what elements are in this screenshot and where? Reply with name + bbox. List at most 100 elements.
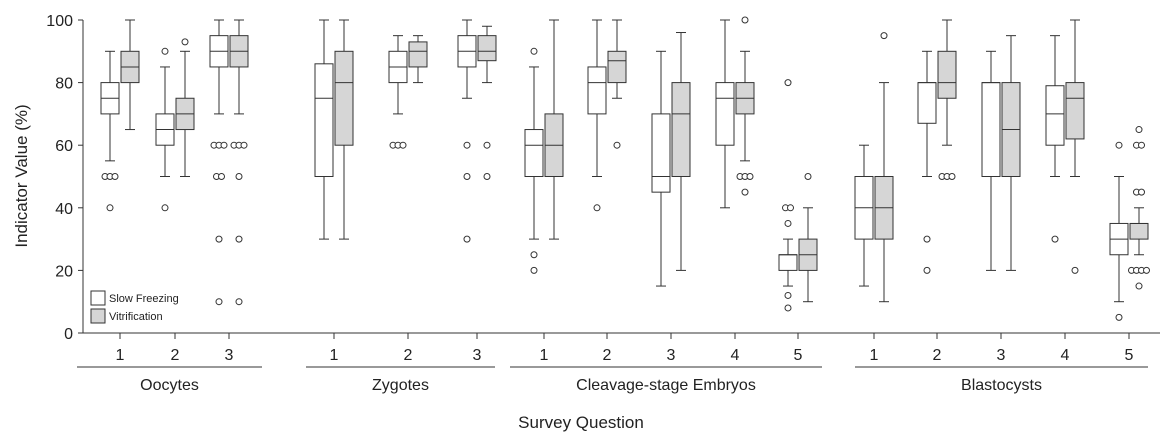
box-slow-freezing bbox=[209, 19, 229, 306]
outlier-point bbox=[1135, 282, 1143, 290]
outlier-point bbox=[613, 141, 621, 149]
outlier-point bbox=[1051, 235, 1059, 243]
x-tick-label: 4 bbox=[1061, 347, 1070, 364]
iqr-box bbox=[651, 113, 671, 193]
outlier-point bbox=[923, 235, 931, 243]
box-vitrification bbox=[735, 16, 755, 196]
x-tick-label: 2 bbox=[404, 347, 413, 364]
outlier-point bbox=[240, 141, 248, 149]
outlier-point bbox=[161, 47, 169, 55]
box-vitrification bbox=[229, 19, 249, 306]
outlier-point bbox=[181, 38, 189, 46]
iqr-box bbox=[524, 129, 544, 178]
x-tick-label: 2 bbox=[603, 347, 612, 364]
outlier-point bbox=[784, 304, 792, 312]
x-tick-label: 1 bbox=[116, 347, 125, 364]
outlier-point bbox=[746, 173, 754, 180]
x-tick-label: 3 bbox=[473, 347, 482, 364]
outlier-point bbox=[784, 291, 792, 299]
y-axis: 0 20 40 60 80 100 bbox=[46, 13, 84, 343]
iqr-box bbox=[917, 82, 937, 124]
box-vitrification bbox=[408, 35, 428, 84]
outlier-point bbox=[948, 173, 956, 180]
outlier-point bbox=[923, 266, 931, 274]
x-tick-label: 3 bbox=[997, 347, 1006, 364]
outlier-point bbox=[1115, 313, 1123, 321]
box-slow-freezing bbox=[155, 47, 175, 212]
outlier-point bbox=[1071, 266, 1079, 274]
box-vitrification bbox=[1065, 19, 1085, 274]
y-axis-label: Indicator Value (%) bbox=[12, 104, 31, 247]
iqr-box bbox=[408, 41, 428, 68]
box-vitrification bbox=[334, 19, 354, 240]
y-tick-label: 40 bbox=[55, 201, 73, 218]
legend: Slow Freezing Vitrification bbox=[90, 290, 179, 324]
x-tick-label: 1 bbox=[540, 347, 549, 364]
box-slow-freezing bbox=[1109, 141, 1129, 321]
x-tick-label: 1 bbox=[870, 347, 879, 364]
legend-label-vitrification: Vitrification bbox=[109, 311, 163, 323]
box-vitrification bbox=[798, 173, 818, 303]
iqr-box bbox=[334, 50, 354, 146]
x-tick-label: 2 bbox=[171, 347, 180, 364]
legend-label-slow-freezing: Slow Freezing bbox=[109, 293, 179, 305]
x-axis-label: Survey Question bbox=[518, 413, 644, 432]
legend-swatch-vitrification bbox=[90, 308, 106, 324]
outlier-point bbox=[215, 298, 223, 306]
box-vitrification bbox=[120, 19, 140, 131]
box-vitrification bbox=[544, 19, 564, 240]
outlier-point bbox=[161, 204, 169, 212]
iqr-box bbox=[671, 82, 691, 177]
x-tick-label: 3 bbox=[667, 347, 676, 364]
outlier-point bbox=[1115, 141, 1123, 149]
x-tick-label: 5 bbox=[1125, 347, 1134, 364]
outlier-point bbox=[483, 141, 491, 149]
iqr-box bbox=[937, 50, 957, 99]
group-label: Cleavage-stage Embryos bbox=[576, 377, 756, 394]
outlier-point bbox=[235, 298, 243, 306]
box-slow-freezing bbox=[917, 50, 937, 274]
box-slow-freezing bbox=[388, 35, 408, 149]
box-slow-freezing bbox=[314, 19, 334, 240]
outlier-point bbox=[463, 141, 471, 149]
box-slow-freezing bbox=[457, 19, 477, 243]
y-tick-label: 80 bbox=[55, 76, 73, 93]
group-label: Zygotes bbox=[372, 377, 429, 394]
box-slow-freezing bbox=[100, 50, 120, 212]
x-tick-label: 1 bbox=[330, 347, 339, 364]
boxes-layer bbox=[100, 16, 1150, 321]
x-tick-label: 4 bbox=[731, 347, 740, 364]
box-slow-freezing bbox=[715, 19, 735, 209]
outlier-point bbox=[399, 141, 407, 149]
outlier-point bbox=[804, 173, 812, 180]
outlier-point bbox=[111, 173, 119, 180]
outlier-point bbox=[218, 173, 225, 180]
box-slow-freezing bbox=[854, 144, 874, 287]
iqr-box bbox=[314, 63, 334, 177]
x-axis: 1 2 3 Oocytes 1 2 3 Zygotes 1 2 3 4 5 Cleavage-stage … bbox=[77, 332, 1160, 394]
outlier-point bbox=[106, 204, 114, 212]
outlier-point bbox=[530, 47, 538, 55]
outlier-point bbox=[463, 173, 471, 180]
outlier-point bbox=[741, 188, 749, 196]
y-tick-label: 0 bbox=[64, 326, 73, 343]
outlier-point bbox=[463, 235, 471, 243]
legend-swatch-slow-freezing bbox=[90, 290, 106, 306]
outlier-point bbox=[1143, 266, 1150, 274]
outlier-point bbox=[215, 235, 223, 243]
iqr-box bbox=[715, 82, 735, 146]
outlier-point bbox=[220, 141, 228, 149]
box-vitrification bbox=[175, 38, 195, 177]
box-slow-freezing bbox=[981, 50, 1001, 271]
group-label: Blastocysts bbox=[961, 377, 1042, 394]
iqr-box bbox=[1129, 222, 1149, 240]
box-vitrification bbox=[937, 19, 957, 180]
iqr-box bbox=[1045, 85, 1065, 146]
box-slow-freezing bbox=[587, 19, 607, 212]
iqr-box bbox=[587, 66, 607, 115]
iqr-box bbox=[1065, 82, 1085, 140]
y-tick-label: 20 bbox=[55, 263, 73, 280]
iqr-box bbox=[778, 254, 798, 271]
x-tick-label: 5 bbox=[794, 347, 803, 364]
box-vitrification bbox=[671, 32, 691, 271]
